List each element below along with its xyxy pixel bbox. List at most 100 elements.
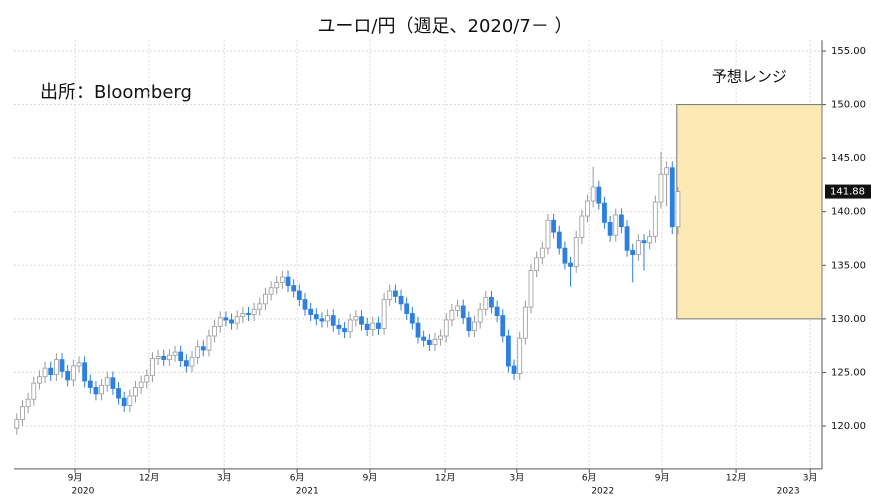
candle-body — [500, 315, 506, 337]
year-label: 2022 — [591, 486, 614, 496]
candle-body — [398, 295, 404, 305]
candle-body — [291, 285, 297, 292]
candle-body — [308, 308, 314, 315]
candle-body — [104, 377, 110, 386]
y-tick-label: 140.00 — [831, 207, 866, 218]
candle-body — [460, 305, 466, 319]
last-value-tag — [825, 184, 871, 199]
candle-body — [279, 276, 285, 283]
candle-body — [511, 365, 517, 374]
candle-body — [669, 167, 675, 228]
candle-body — [489, 297, 494, 308]
candle-body — [652, 201, 658, 237]
candle-body — [534, 257, 540, 272]
source-note: 出所：Bloomberg — [40, 82, 192, 103]
candle-body — [313, 314, 319, 320]
candle-body — [172, 351, 178, 356]
candle-body — [409, 313, 415, 324]
candle-body — [229, 319, 234, 324]
candle-body — [330, 315, 336, 326]
candle-body — [517, 337, 523, 374]
candle-body — [562, 247, 568, 264]
candle-body — [602, 202, 607, 223]
candle-body — [579, 215, 585, 238]
candle-body — [110, 377, 116, 389]
candle-body — [296, 290, 302, 300]
candle-body — [325, 315, 330, 322]
candle-body — [466, 317, 472, 332]
candle-body — [155, 355, 161, 359]
candle-body — [664, 167, 670, 175]
candle-body — [432, 338, 438, 345]
candle-body — [551, 219, 557, 233]
candle-body — [65, 370, 71, 381]
candle-body — [189, 357, 195, 367]
x-tick-label: 12月 — [726, 472, 746, 483]
candle-body — [268, 287, 274, 295]
candle-body — [87, 380, 93, 388]
candle-body — [217, 317, 223, 327]
candle-body — [494, 306, 500, 317]
y-tick-label: 125.00 — [831, 367, 866, 378]
candle-body — [121, 397, 127, 407]
candle-body — [658, 173, 664, 203]
candle-body — [568, 262, 573, 267]
candle-body — [426, 339, 432, 345]
candle-body — [545, 219, 551, 249]
year-label: 2021 — [296, 486, 319, 496]
candle-body — [443, 319, 449, 337]
candle-body — [37, 376, 42, 384]
candle-body — [99, 384, 104, 395]
x-tick-label: 3月 — [217, 472, 232, 483]
candle-body — [347, 319, 353, 333]
candle-body — [144, 375, 150, 383]
x-tick-label: 9月 — [68, 472, 83, 483]
candle-body — [183, 360, 189, 367]
x-tick-label: 9月 — [655, 472, 670, 483]
candle-body — [166, 354, 172, 360]
candle-body — [353, 316, 359, 321]
candle-body — [336, 324, 342, 329]
candle-body — [53, 359, 59, 375]
candle-body — [93, 387, 99, 395]
year-label: 2020 — [71, 486, 94, 496]
candle-body — [257, 303, 263, 310]
candle-body — [31, 382, 37, 400]
candle-body — [116, 388, 121, 399]
candle-body — [624, 226, 630, 251]
candle-body — [455, 305, 460, 311]
candle-body — [370, 322, 376, 330]
candle-body — [251, 308, 257, 315]
candle-body — [675, 191, 681, 228]
candle-body — [212, 325, 217, 337]
candle-body — [472, 321, 477, 332]
candle-body — [573, 237, 579, 267]
candle-body — [381, 299, 387, 329]
candle-body — [477, 308, 483, 323]
candle-body — [206, 335, 212, 351]
y-tick-label: 145.00 — [831, 153, 866, 164]
y-tick-label: 130.00 — [831, 314, 866, 325]
candle-body — [438, 335, 444, 340]
x-tick-label: 3月 — [510, 472, 525, 483]
candle-body — [522, 306, 528, 339]
x-tick-label: 6月 — [290, 472, 305, 483]
candle-body — [274, 282, 280, 289]
range-label: 予想レンジ — [712, 68, 787, 86]
candle-body — [359, 316, 364, 325]
candle-body — [342, 328, 347, 333]
candle-body — [528, 270, 534, 308]
candle-body — [246, 313, 251, 315]
candle-body — [387, 290, 393, 300]
candle-body — [138, 381, 144, 388]
candle-body — [302, 299, 308, 310]
candle-body — [234, 316, 240, 324]
candle-body — [161, 355, 167, 360]
candle-body — [404, 303, 410, 314]
candle-body — [647, 235, 653, 244]
candle-body — [539, 247, 545, 259]
y-tick-label: 150.00 — [831, 100, 866, 111]
candle-body — [596, 186, 602, 204]
candle-body — [263, 293, 268, 305]
